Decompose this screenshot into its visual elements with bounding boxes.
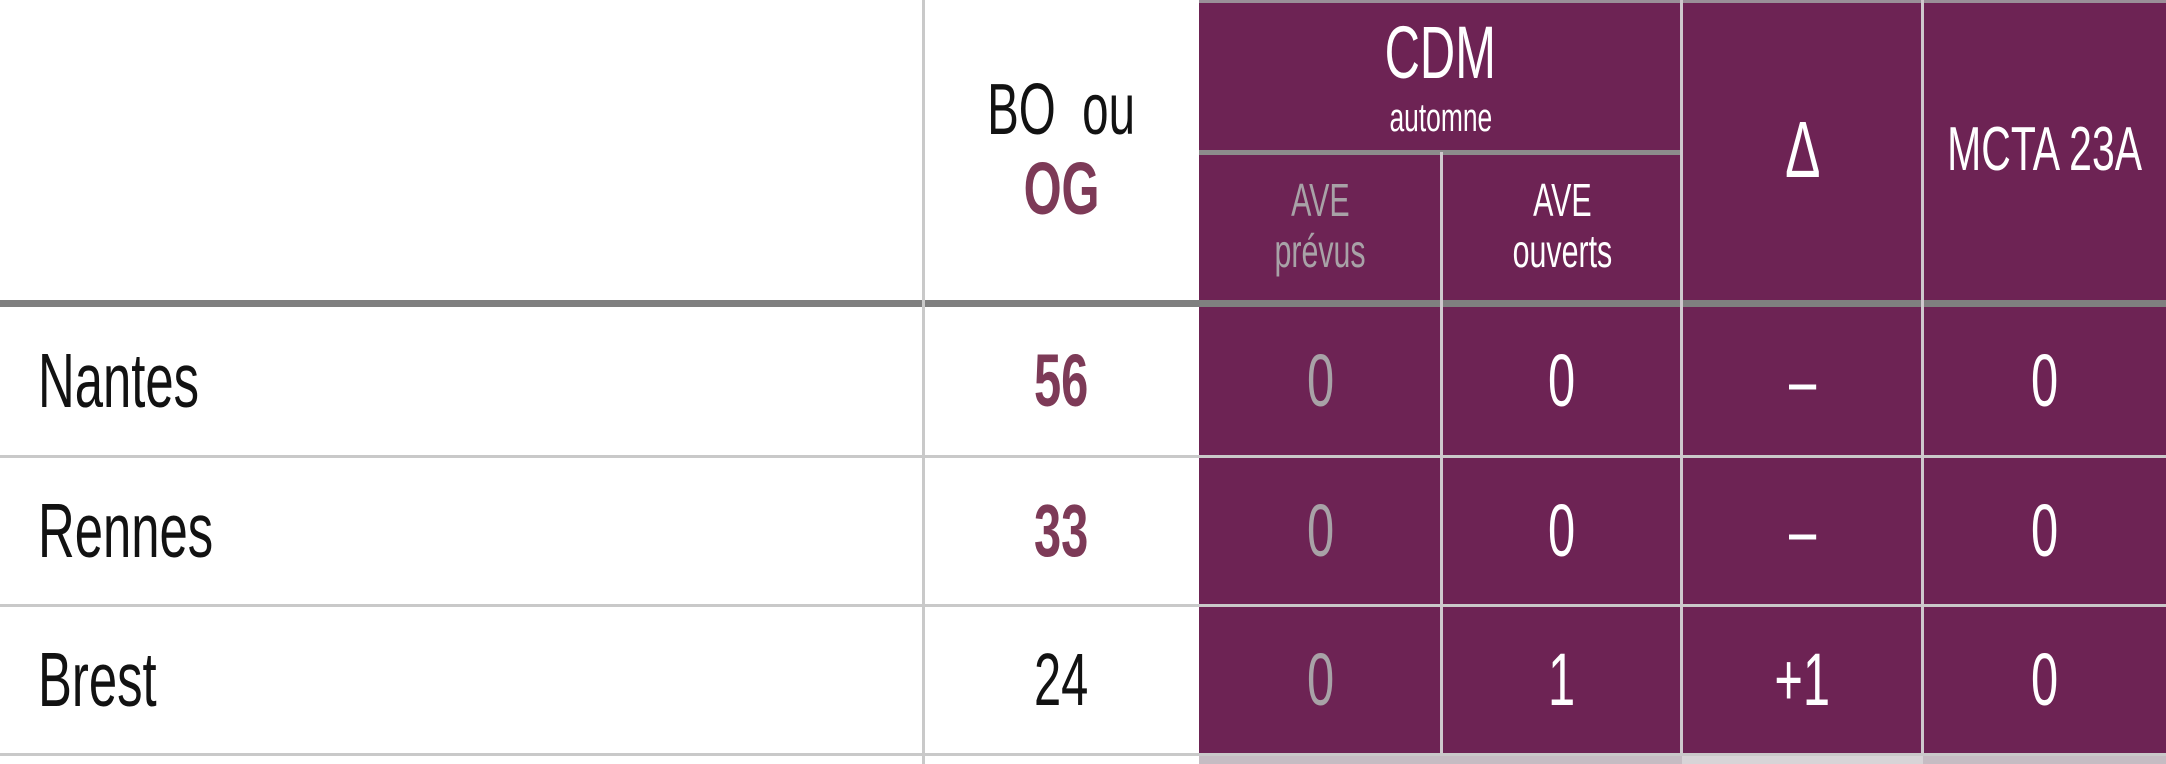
cell-bo-nantes: 56 — [924, 307, 1199, 455]
cell-delta-brest: +1 — [1682, 607, 1923, 753]
ave-ouverts-line1: AVE — [1532, 174, 1592, 227]
row-label-rennes: Rennes — [0, 458, 924, 604]
cell-ave-prevus-rennes: 0 — [1199, 458, 1442, 604]
cell-ave-prevus-brest: 0 — [1199, 607, 1442, 753]
delta-symbol: Δ — [1784, 105, 1821, 194]
delta-value: – — [1788, 489, 1817, 572]
bo-header-line1: BO ou — [987, 70, 1136, 150]
cell-ave-ouverts-nantes: 0 — [1442, 307, 1682, 455]
divider-ouverts-delta — [1680, 0, 1683, 753]
mcta-value: 0 — [2030, 489, 2059, 572]
cell-delta-nantes: – — [1682, 307, 1923, 455]
city-name: Rennes — [38, 487, 214, 574]
cell-ave-prevus-nantes: 0 — [1199, 307, 1442, 455]
column-header-ave-prevus: AVE prévus — [1199, 152, 1442, 300]
ave-ouverts-value: 1 — [1548, 638, 1576, 721]
row-label-brest: Brest — [0, 607, 924, 753]
cdm-title: CDM — [1384, 10, 1497, 94]
cell-mcta-rennes: 0 — [1923, 458, 2166, 604]
city-name: Brest — [38, 636, 157, 723]
row-label-nantes: Nantes — [0, 307, 924, 455]
mcta-value: 0 — [2030, 339, 2059, 422]
column-header-bo-og: BO ou OG — [924, 0, 1199, 300]
delta-value: – — [1788, 339, 1817, 422]
cell-delta-rennes: – — [1682, 458, 1923, 604]
delta-value: +1 — [1774, 638, 1831, 721]
divider-header-body — [0, 300, 2166, 307]
divider-city-bo — [922, 0, 925, 764]
cdm-subtitle: automne — [1389, 95, 1492, 140]
city-name: Nantes — [38, 337, 200, 424]
column-header-delta: Δ — [1682, 0, 1923, 300]
ave-ouverts-value: 0 — [1548, 339, 1576, 422]
ave-prevus-line2: prévus — [1274, 225, 1367, 277]
mcta-label: MCTA 23A — [1947, 115, 2142, 184]
cell-bo-brest: 24 — [924, 607, 1199, 753]
cell-mcta-brest: 0 — [1923, 607, 2166, 753]
ave-ouverts-value: 0 — [1548, 489, 1576, 572]
bo-value: 56 — [1034, 339, 1089, 422]
mcta-value: 0 — [2030, 638, 2059, 721]
column-header-cdm: CDM automne — [1199, 3, 1682, 150]
divider-row-3 — [0, 753, 2166, 756]
divider-prevus-ouverts — [1440, 152, 1443, 753]
divider-delta-mcta — [1921, 0, 1924, 753]
bottom-cropped-strip-delta — [1682, 756, 1923, 764]
column-header-mcta: MCTA 23A — [1923, 0, 2166, 300]
ave-prevus-value: 0 — [1306, 339, 1335, 422]
cell-ave-ouverts-rennes: 0 — [1442, 458, 1682, 604]
bo-header-line2: OG — [1023, 147, 1100, 230]
ave-prevus-value: 0 — [1306, 638, 1335, 721]
divider-row-2 — [0, 604, 2166, 607]
bo-value: 24 — [1034, 638, 1089, 721]
ave-prevus-line1: AVE — [1291, 174, 1350, 227]
cell-mcta-nantes: 0 — [1923, 307, 2166, 455]
ave-ouverts-line2: ouverts — [1512, 225, 1612, 277]
cell-ave-ouverts-brest: 1 — [1442, 607, 1682, 753]
column-header-ave-ouverts: AVE ouverts — [1442, 152, 1682, 300]
cell-bo-rennes: 33 — [924, 458, 1199, 604]
ave-prevus-value: 0 — [1306, 489, 1335, 572]
bo-value: 33 — [1034, 489, 1089, 572]
divider-row-1 — [0, 455, 2166, 458]
